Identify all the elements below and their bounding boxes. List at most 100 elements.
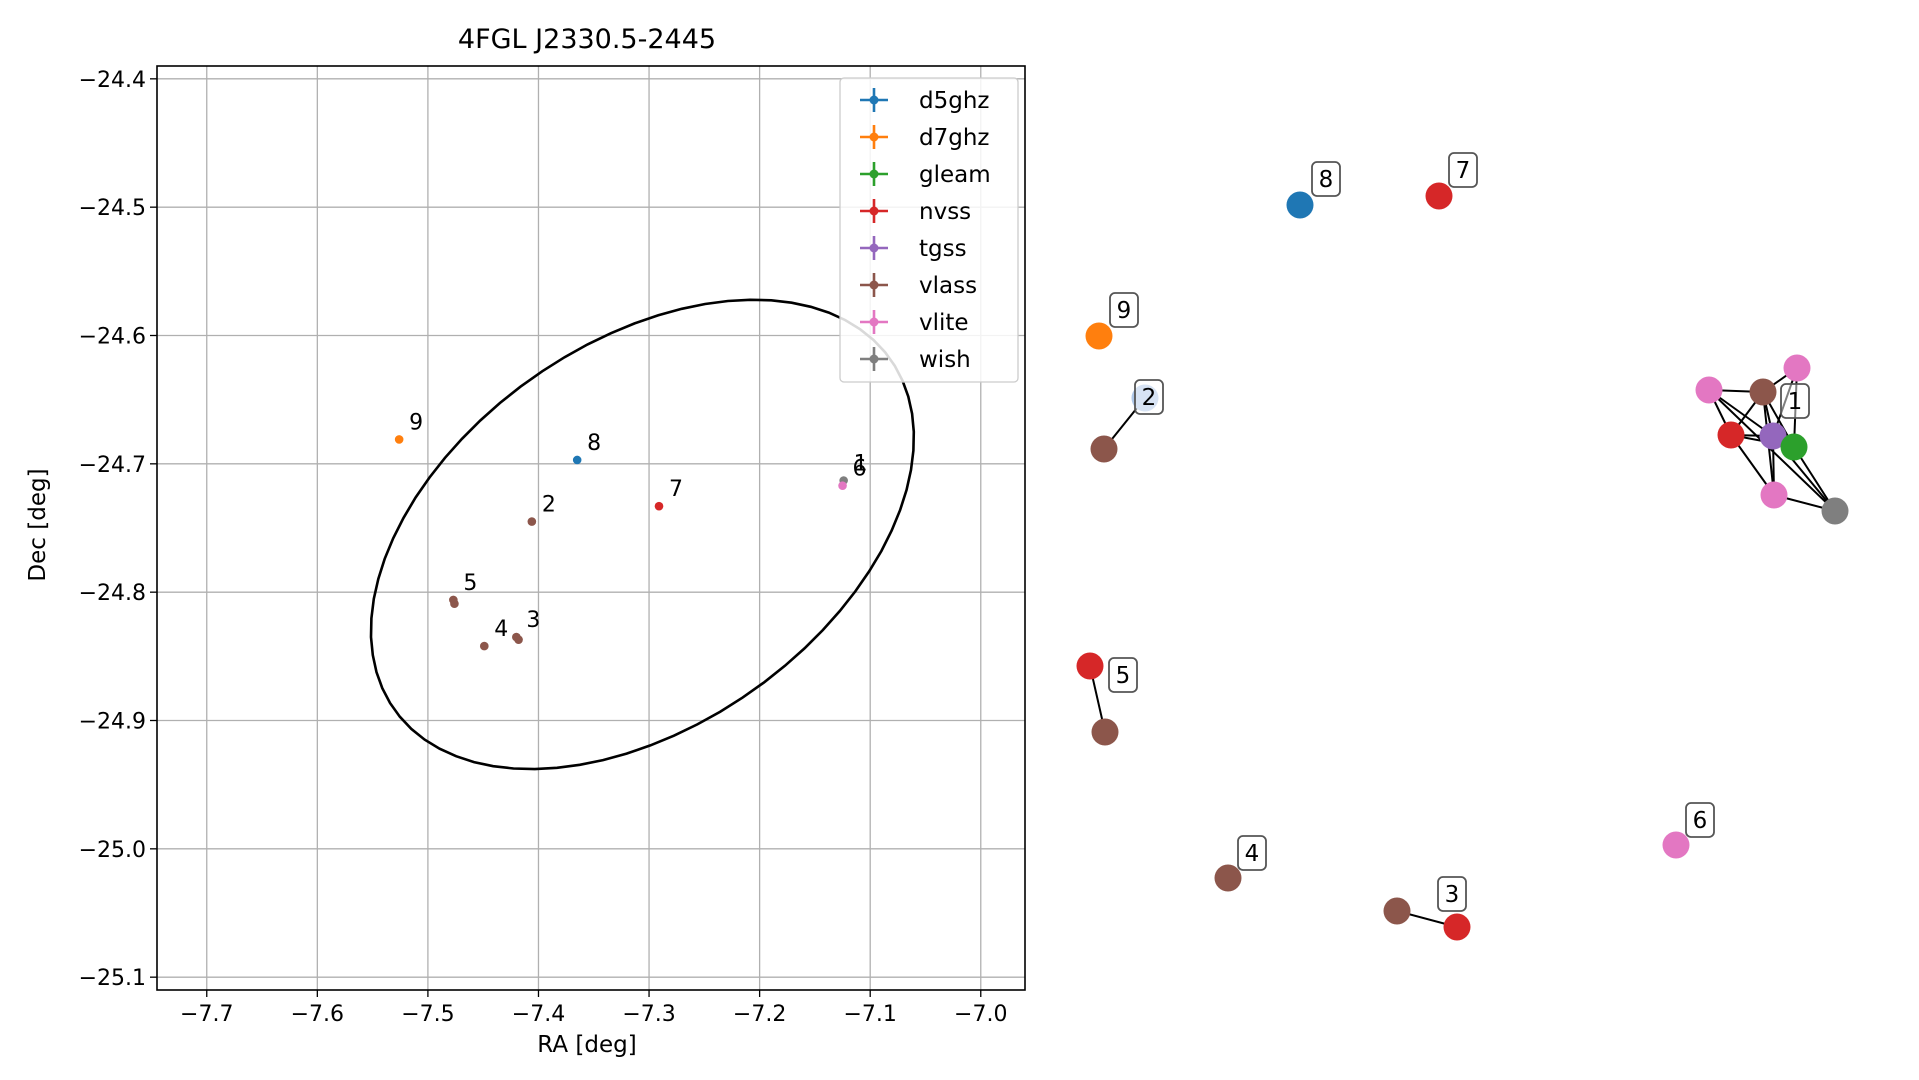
y-tick-label: −25.1 — [79, 966, 146, 991]
node-label: 4 — [1237, 835, 1267, 871]
node-label-text: 9 — [1117, 298, 1132, 324]
node-label-text: 5 — [1116, 663, 1131, 689]
graph-node-vlass — [1090, 435, 1118, 463]
plot-frame — [156, 65, 1026, 991]
legend-marker — [869, 354, 879, 364]
point-label: 9 — [409, 410, 423, 435]
legend-item-gleam: gleam — [860, 162, 991, 188]
point-vlass — [514, 635, 523, 644]
node-label-text: 6 — [1693, 808, 1708, 834]
node-label-text: 1 — [1788, 389, 1803, 415]
legend-marker — [869, 132, 879, 142]
legend-marker — [869, 95, 879, 105]
point-vlass — [527, 517, 537, 526]
graph-node-vlass — [1749, 378, 1777, 406]
node-label-box — [1448, 152, 1478, 188]
point-label: 8 — [587, 431, 601, 456]
legend-item-tgss: tgss — [860, 236, 967, 262]
point-d5ghz — [572, 455, 582, 465]
legend-item-d5ghz: d5ghz — [860, 88, 989, 114]
point-label: 1 — [854, 452, 868, 477]
node-label: 6 — [1685, 802, 1715, 838]
point-label: 4 — [494, 617, 508, 642]
node-label-text: 4 — [1245, 841, 1260, 867]
legend-marker — [869, 243, 879, 253]
y-tick-label: −24.7 — [79, 453, 146, 478]
node-label: 3 — [1437, 876, 1467, 912]
node-labels-layer: 8 7 9 2 1 5 6 4 3 — [1108, 152, 1810, 912]
point-vlass — [450, 599, 459, 609]
graph-node-vlass — [1383, 897, 1411, 925]
point-label: 5 — [463, 571, 477, 596]
y-tick-label: −24.9 — [79, 710, 146, 735]
points-layer: 9 8 7 2 5 34 16 — [394, 410, 868, 651]
y-tick-label: −24.4 — [79, 68, 146, 93]
legend-label: nvss — [919, 199, 971, 225]
node-label-text: 3 — [1445, 882, 1460, 908]
graph-node-nvss — [1425, 182, 1453, 210]
graph-node-vlite — [1760, 481, 1788, 509]
legend-marker — [869, 317, 879, 327]
localization-ellipse — [369, 298, 916, 771]
point-nvss — [654, 501, 664, 511]
point-label: 6 — [853, 457, 867, 482]
chart-title: 4FGL J2330.5-2445 — [458, 24, 716, 55]
graph-node-d7ghz — [1085, 322, 1113, 350]
x-tick-label: −7.5 — [401, 1002, 454, 1027]
x-tick-label: −7.4 — [512, 1002, 565, 1027]
y-tick-label: −24.5 — [79, 196, 146, 221]
node-label-text: 8 — [1319, 167, 1334, 193]
legend-label: d7ghz — [919, 125, 989, 151]
node-label-box — [1685, 802, 1715, 838]
graph-node-vlite — [1662, 831, 1690, 859]
graph-node-nvss — [1076, 652, 1104, 680]
legend-item-vlass: vlass — [860, 273, 977, 299]
node-label-box — [1237, 835, 1267, 871]
legend-label: wish — [919, 347, 971, 373]
legend-item-d7ghz: d7ghz — [860, 125, 989, 151]
node-label-box — [1311, 161, 1341, 197]
node-label: 1 — [1780, 383, 1810, 419]
node-label-box — [1134, 379, 1164, 415]
x-tick-label: −7.2 — [733, 1002, 786, 1027]
legend-label: d5ghz — [919, 88, 989, 114]
graph-node-nvss — [1717, 421, 1745, 449]
point-vlite — [838, 481, 847, 490]
y-tick-label: −24.8 — [79, 581, 146, 606]
x-tick-label: −7.3 — [622, 1002, 675, 1027]
node-label: 5 — [1108, 657, 1138, 693]
network-graph-panel: 8 7 9 2 1 5 6 4 3 — [1076, 152, 1849, 941]
legend-marker — [869, 169, 879, 179]
graph-node-vlass — [1091, 718, 1119, 746]
x-tick-label: −7.6 — [291, 1002, 344, 1027]
legend-label: gleam — [919, 162, 991, 188]
x-tick-label: −7.1 — [843, 1002, 896, 1027]
legend-label: vlass — [919, 273, 977, 299]
legend-label: vlite — [919, 310, 969, 336]
node-label-box — [1109, 292, 1139, 328]
graph-node-vlite — [1695, 376, 1723, 404]
point-label: 2 — [542, 493, 556, 518]
node-label-box — [1780, 383, 1810, 419]
legend-box — [839, 77, 1019, 383]
legend: d5ghz d7ghz gleam nvss tgss vlass vlite wish — [839, 77, 1019, 383]
axis-ticks: −7.7 −7.6 −7.5 −7.4 −7.3 −7.2 −7.1 −7.0 −24.4 −24… — [79, 68, 1008, 1027]
localization-ellipse-layer — [369, 298, 916, 771]
graph-node-wish — [1821, 497, 1849, 525]
node-label-text: 7 — [1456, 158, 1471, 184]
node-label: 8 — [1311, 161, 1341, 197]
node-label-box — [1108, 657, 1138, 693]
node-label: 9 — [1109, 292, 1139, 328]
scatter-plot-panel: 4FGL J2330.5-2445 RA [deg] Dec [deg] 9 8 7… — [25, 24, 1026, 1058]
legend-marker — [869, 280, 879, 290]
x-tick-label: −7.0 — [954, 1002, 1007, 1027]
legend-label: tgss — [919, 236, 967, 262]
edges-layer — [1089, 367, 1836, 928]
point-d7ghz — [394, 435, 404, 444]
x-axis-label: RA [deg] — [537, 1032, 636, 1058]
y-tick-label: −25.0 — [79, 838, 146, 863]
graph-node-tgss — [1759, 422, 1787, 450]
legend-marker — [869, 206, 879, 216]
grid — [157, 66, 1025, 990]
